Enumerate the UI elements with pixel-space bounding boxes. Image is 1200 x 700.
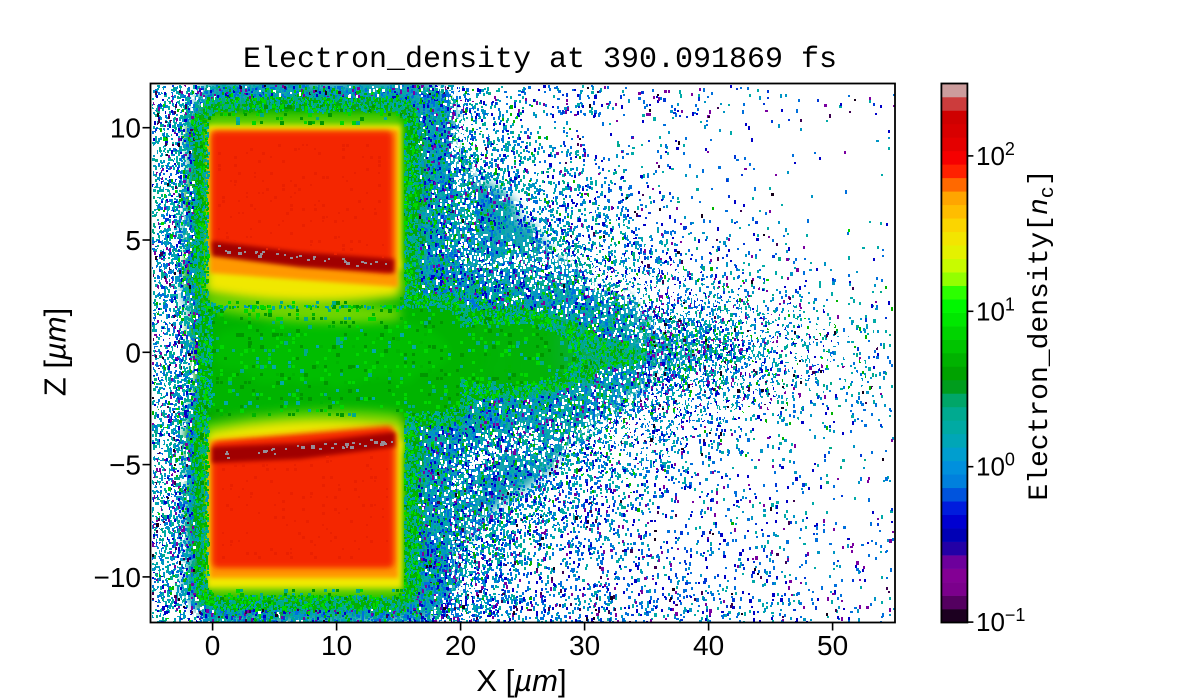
svg-text:0: 0: [125, 337, 141, 368]
svg-text:10: 10: [110, 113, 141, 144]
svg-text:Electron_density at 390.091869: Electron_density at 390.091869 fs: [243, 43, 837, 77]
svg-text:30: 30: [569, 630, 600, 661]
svg-text:0: 0: [205, 630, 221, 661]
svg-text:10−1: 10−1: [976, 605, 1025, 637]
svg-text:40: 40: [693, 630, 724, 661]
svg-text:50: 50: [817, 630, 848, 661]
svg-text:10: 10: [321, 630, 352, 661]
svg-text:20: 20: [445, 630, 476, 661]
svg-text:Electron_density[nc]: Electron_density[nc]: [1025, 169, 1060, 500]
svg-text:Z [µm]: Z [µm]: [38, 308, 73, 396]
svg-text:−10: −10: [94, 562, 142, 593]
svg-text:5: 5: [125, 225, 141, 256]
svg-text:X [µm]: X [µm]: [476, 663, 566, 698]
svg-text:−5: −5: [109, 450, 141, 481]
